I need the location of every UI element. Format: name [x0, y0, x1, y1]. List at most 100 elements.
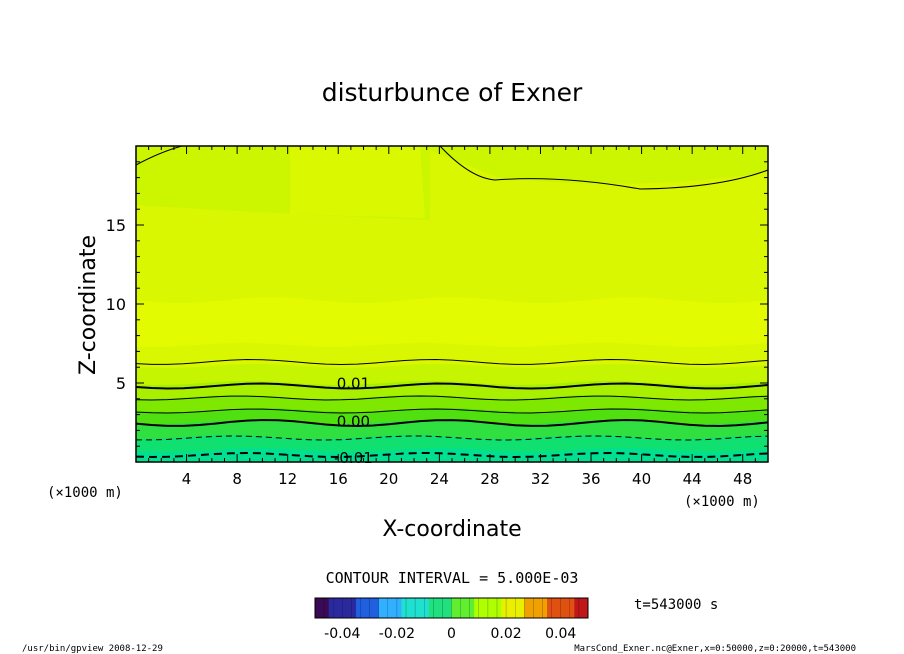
- colorbar-segment: [578, 598, 584, 618]
- x-unit-label-right: (×1000 m): [684, 494, 760, 510]
- colorbar-segment: [383, 598, 389, 618]
- colorbar-segment: [324, 598, 330, 618]
- x-tick-label: 8: [232, 470, 242, 488]
- colorbar-segment: [478, 598, 484, 618]
- y-tick-label: 5: [116, 374, 126, 393]
- contour-line: [135, 408, 769, 414]
- colorbar-segment: [460, 598, 466, 618]
- x-tick-label: 24: [430, 470, 449, 488]
- contour-line: [135, 418, 769, 428]
- colorbar-segment: [406, 598, 412, 618]
- contour-fill-band: [290, 146, 425, 218]
- contour-line: [135, 382, 769, 390]
- contour-line: [136, 435, 769, 441]
- contour-label: -0.01: [334, 449, 373, 467]
- colorbar-segment: [328, 598, 334, 618]
- colorbar-segment: [346, 598, 352, 618]
- colorbar-tick-label: -0.04: [324, 626, 360, 642]
- colorbar-segment: [537, 598, 543, 618]
- colorbar-segment: [333, 598, 339, 618]
- y-axis-label: Z-coordinate: [76, 235, 101, 375]
- x-tick-label: 4: [182, 470, 192, 488]
- chart-title: disturbunce of Exner: [322, 78, 583, 107]
- colorbar-segment: [474, 598, 480, 618]
- x-tick-label: 36: [581, 470, 600, 488]
- colorbar-segment: [319, 598, 325, 618]
- x-tick-label: 20: [379, 470, 398, 488]
- colorbar-tick-label: 0.04: [545, 626, 576, 642]
- colorbar-segment: [424, 598, 430, 618]
- x-tick-label: 12: [278, 470, 297, 488]
- colorbar-segment: [492, 598, 498, 618]
- contour-fill-band: [136, 448, 768, 462]
- colorbar-segment: [428, 598, 434, 618]
- colorbar-segment: [365, 598, 371, 618]
- colorbar-segment: [442, 598, 448, 618]
- colorbar-segment: [551, 598, 557, 618]
- colorbar-segment: [360, 598, 366, 618]
- colorbar-frame: [314, 597, 589, 619]
- colorbar-segment: [396, 598, 402, 618]
- colorbar-segment: [392, 598, 398, 618]
- contour-label: 0.01: [337, 375, 370, 393]
- colorbar-segment: [410, 598, 416, 618]
- colorbar-segment: [483, 598, 489, 618]
- footer-left: /usr/bin/gpview 2008-12-29: [22, 644, 163, 654]
- contour-label: 0.00: [337, 413, 370, 431]
- colorbar-segment: [419, 598, 425, 618]
- colorbar-segment: [501, 598, 507, 618]
- colorbar-tick-label: 0: [447, 626, 456, 642]
- footer-right: MarsCond_Exner.nc@Exner,x=0:50000,z=0:20…: [574, 644, 856, 654]
- contour-plot-area: 0.01 0.00 -0.01: [135, 145, 769, 467]
- contour-line: [135, 451, 769, 459]
- colorbar-segment: [342, 598, 348, 618]
- x-tick-label: 28: [480, 470, 499, 488]
- colorbar-segment: [378, 598, 384, 618]
- colorbar-segment: [515, 598, 521, 618]
- colorbar-segment: [560, 598, 566, 618]
- colorbar-segment: [487, 598, 493, 618]
- colorbar-segment: [565, 598, 571, 618]
- colorbar-segment: [519, 598, 525, 618]
- colorbar-segment: [446, 598, 452, 618]
- y-tick-label: 15: [106, 216, 126, 235]
- contour-line: [135, 358, 769, 366]
- contour-line: [135, 395, 769, 401]
- colorbar-segment: [542, 598, 548, 618]
- colorbar-segment: [528, 598, 534, 618]
- x-tick-label: 40: [632, 470, 651, 488]
- colorbar-tick-label: 0.02: [491, 626, 522, 642]
- colorbar-segment: [387, 598, 393, 618]
- contour-line: [135, 145, 183, 166]
- colorbar-segment: [433, 598, 439, 618]
- colorbar-segment: [469, 598, 475, 618]
- x-unit-label-left: (×1000 m): [47, 485, 123, 501]
- colorbar-segment: [451, 598, 457, 618]
- colorbar-segment: [369, 598, 375, 618]
- colorbar-segment: [556, 598, 562, 618]
- colorbar-segment: [569, 598, 575, 618]
- colorbar-segment: [574, 598, 580, 618]
- colorbar-segment: [337, 598, 343, 618]
- colorbar-segment: [583, 598, 589, 618]
- colorbar-segment: [524, 598, 530, 618]
- colorbar-segment: [506, 598, 512, 618]
- colorbar-segment: [510, 598, 516, 618]
- x-tick-label: 48: [733, 470, 752, 488]
- y-tick-label: 10: [106, 295, 126, 314]
- colorbar: -0.04 -0.02 0 0.02 0.04: [314, 597, 589, 642]
- colorbar-segment: [437, 598, 443, 618]
- x-tick-label: 16: [329, 470, 348, 488]
- time-label: t=543000 s: [634, 597, 718, 613]
- x-tick-label: 44: [683, 470, 702, 488]
- colorbar-segment: [456, 598, 462, 618]
- contour-line: [439, 145, 769, 190]
- x-axis-label: X-coordinate: [382, 517, 521, 542]
- x-axis: 4 8 12 16 20 24 28 32 36 40 44 48: [148, 146, 756, 488]
- colorbar-segment: [415, 598, 421, 618]
- colorbar-segment: [465, 598, 471, 618]
- colorbar-segment: [315, 598, 321, 618]
- colorbar-segment: [401, 598, 407, 618]
- colorbar-segment: [351, 598, 357, 618]
